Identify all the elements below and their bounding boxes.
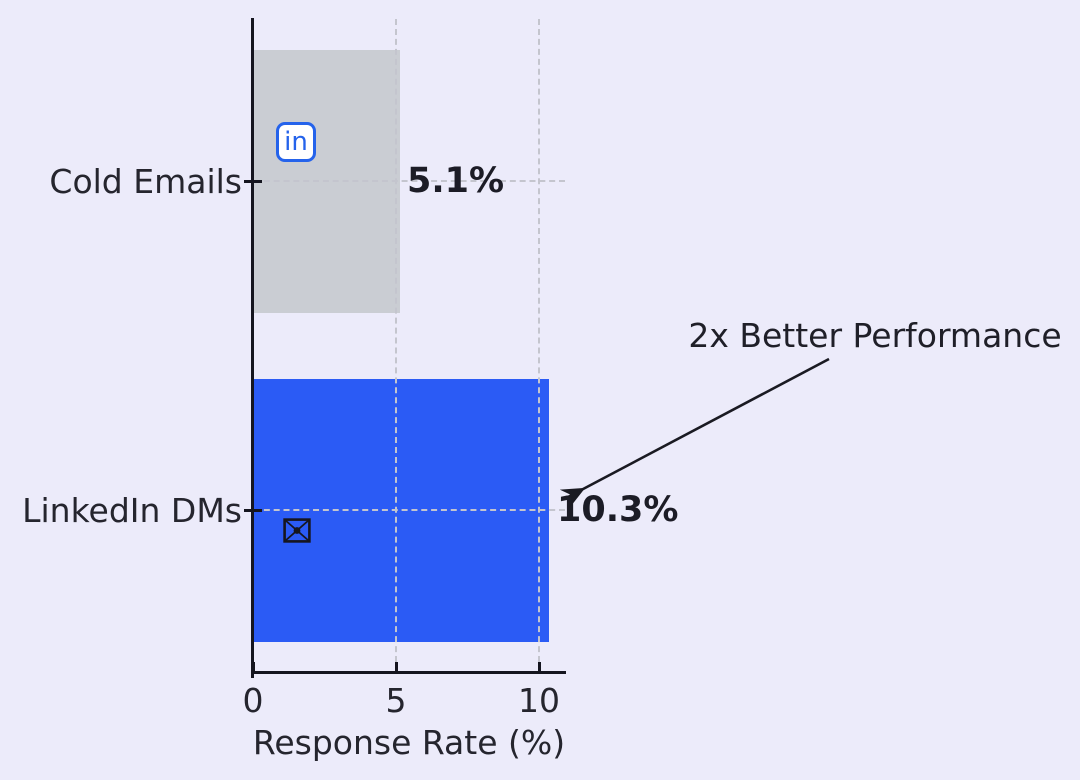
x-tick-5 bbox=[395, 662, 398, 672]
linkedin-icon-text: in bbox=[284, 127, 308, 157]
linkedin-icon: in bbox=[276, 122, 316, 162]
gridline-x10 bbox=[538, 19, 540, 672]
x-tick-label-5: 5 bbox=[385, 681, 407, 720]
category-label-cold-emails: Cold Emails bbox=[49, 162, 242, 201]
y-tick-cold-emails bbox=[244, 180, 262, 183]
x-axis-title: Response Rate (%) bbox=[252, 723, 566, 762]
gridline-linkedin-dms bbox=[254, 509, 565, 511]
envelope-icon bbox=[283, 518, 311, 543]
annotation-label: 2x Better Performance bbox=[688, 316, 1062, 355]
gridline-x5 bbox=[395, 19, 397, 672]
gridline-cold-emails bbox=[254, 180, 565, 182]
y-axis-spine bbox=[251, 18, 254, 678]
annotation-arrow bbox=[559, 357, 830, 509]
x-tick-0 bbox=[252, 662, 255, 672]
x-tick-label-0: 0 bbox=[242, 681, 264, 720]
x-tick-10 bbox=[538, 662, 541, 672]
value-label-cold-emails: 5.1% bbox=[407, 161, 505, 201]
category-label-linkedin-dms: LinkedIn DMs bbox=[22, 491, 242, 530]
x-axis-spine bbox=[251, 671, 566, 674]
x-tick-label-10: 10 bbox=[518, 681, 560, 720]
y-tick-linkedin-dms bbox=[244, 509, 262, 512]
